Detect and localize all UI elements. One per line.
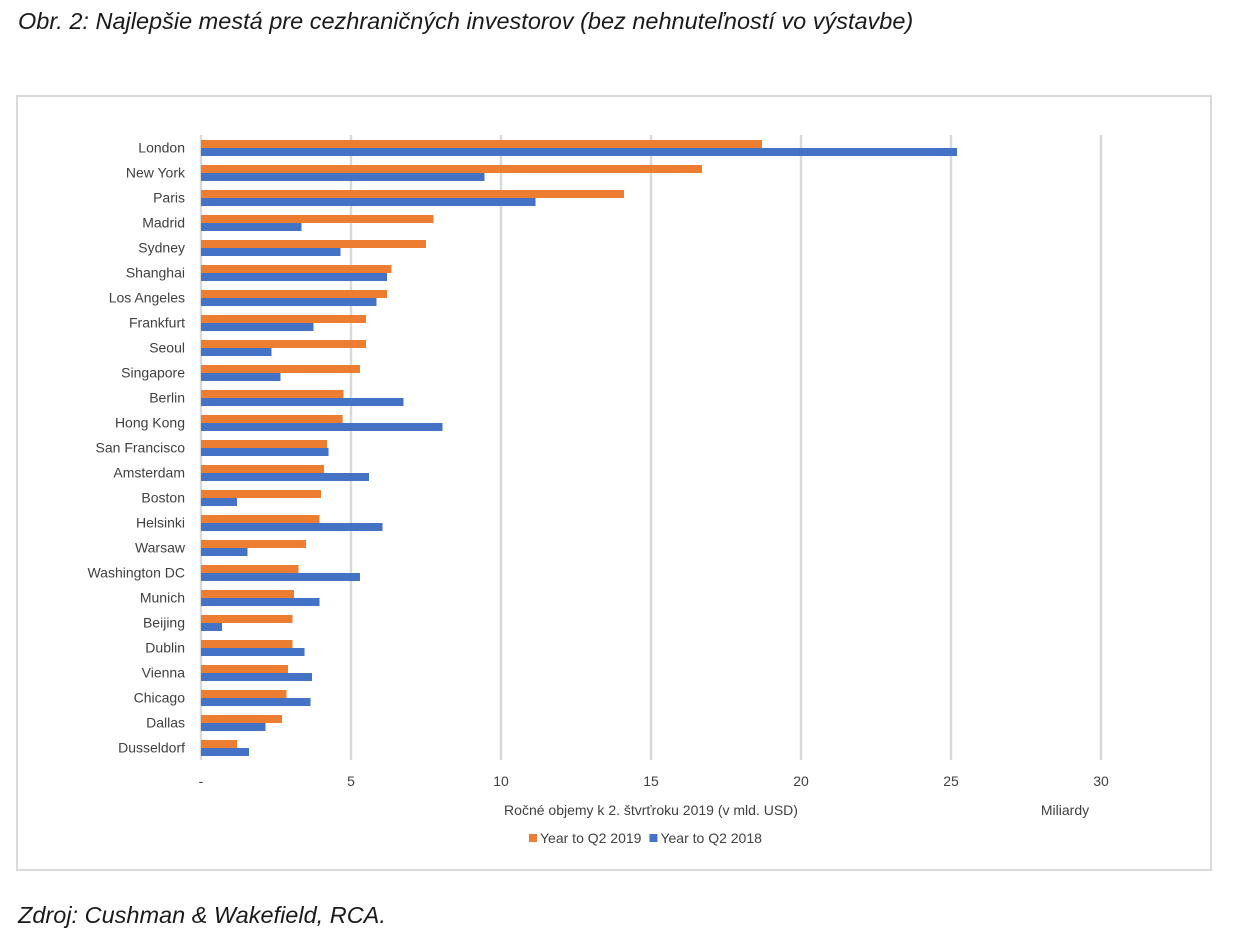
bar-year-to-q2-2019 xyxy=(201,140,762,148)
bars xyxy=(201,140,957,756)
bar-year-to-q2-2018 xyxy=(201,473,369,481)
bar-year-to-q2-2018 xyxy=(201,723,266,731)
bar-year-to-q2-2019 xyxy=(201,390,344,398)
bar-year-to-q2-2019 xyxy=(201,465,324,473)
category-label: Paris xyxy=(153,190,185,206)
bar-year-to-q2-2018 xyxy=(201,423,443,431)
bar-year-to-q2-2018 xyxy=(201,298,377,306)
category-label: Boston xyxy=(141,490,185,506)
bar-year-to-q2-2018 xyxy=(201,623,222,631)
category-label: Hong Kong xyxy=(115,415,185,431)
category-label: Washington DC xyxy=(87,565,185,581)
category-label: Amsterdam xyxy=(113,465,185,481)
bar-year-to-q2-2018 xyxy=(201,373,281,381)
bar-year-to-q2-2019 xyxy=(201,640,293,648)
x-tick-label: - xyxy=(199,773,204,789)
bar-year-to-q2-2019 xyxy=(201,165,702,173)
bar-year-to-q2-2019 xyxy=(201,240,426,248)
category-label: Vienna xyxy=(142,665,186,681)
bar-year-to-q2-2019 xyxy=(201,490,321,498)
bar-year-to-q2-2018 xyxy=(201,523,383,531)
bar-year-to-q2-2018 xyxy=(201,448,329,456)
bar-year-to-q2-2019 xyxy=(201,515,320,523)
bar-year-to-q2-2019 xyxy=(201,690,287,698)
legend-label: Year to Q2 2018 xyxy=(660,830,762,846)
bar-year-to-q2-2018 xyxy=(201,198,536,206)
bar-year-to-q2-2019 xyxy=(201,190,624,198)
source-note: Zdroj: Cushman & Wakefield, RCA. xyxy=(18,902,386,928)
bar-year-to-q2-2018 xyxy=(201,348,272,356)
bar-year-to-q2-2019 xyxy=(201,715,282,723)
bar-year-to-q2-2019 xyxy=(201,365,360,373)
bar-year-to-q2-2018 xyxy=(201,648,305,656)
bar-year-to-q2-2018 xyxy=(201,248,341,256)
category-label: Beijing xyxy=(143,615,185,631)
x-axis-label: Ročné objemy k 2. štvrťroku 2019 (v mld.… xyxy=(504,802,798,818)
chart-frame: London New York Paris Madrid Sydney Shanghai L… xyxy=(16,95,1212,871)
bar-year-to-q2-2019 xyxy=(201,315,366,323)
bar-year-to-q2-2018 xyxy=(201,548,248,556)
bar-year-to-q2-2019 xyxy=(201,440,327,448)
category-label: Sydney xyxy=(138,240,185,256)
category-label: Shanghai xyxy=(126,265,185,281)
x-tick-label: 30 xyxy=(1093,773,1109,789)
bar-year-to-q2-2019 xyxy=(201,540,306,548)
x-tick-label: 20 xyxy=(793,773,809,789)
category-label: Dusseldorf xyxy=(118,740,185,756)
category-label: London xyxy=(138,140,185,156)
category-label: Berlin xyxy=(149,390,185,406)
bar-year-to-q2-2018 xyxy=(201,273,387,281)
category-label: Helsinki xyxy=(136,515,185,531)
bar-year-to-q2-2018 xyxy=(201,173,485,181)
bar-year-to-q2-2018 xyxy=(201,498,237,506)
bar-year-to-q2-2018 xyxy=(201,748,249,756)
category-label: Frankfurt xyxy=(129,315,185,331)
bar-year-to-q2-2019 xyxy=(201,340,366,348)
bar-year-to-q2-2018 xyxy=(201,223,302,231)
bar-chart: London New York Paris Madrid Sydney Shanghai L… xyxy=(87,135,1109,846)
category-label: Chicago xyxy=(134,690,186,706)
category-label: Seoul xyxy=(149,340,185,356)
category-label: Madrid xyxy=(142,215,185,231)
figure-title: Obr. 2: Najlepšie mestá pre cezhraničnýc… xyxy=(18,8,914,34)
gridlines xyxy=(199,135,1103,760)
category-label: Dublin xyxy=(145,640,185,656)
bar-year-to-q2-2018 xyxy=(201,598,320,606)
legend-label: Year to Q2 2019 xyxy=(540,830,642,846)
category-label: New York xyxy=(126,165,186,181)
category-label: Singapore xyxy=(121,365,185,381)
bar-year-to-q2-2019 xyxy=(201,740,237,748)
bar-year-to-q2-2018 xyxy=(201,673,312,681)
category-label: San Francisco xyxy=(96,440,186,456)
x-tick-label: 5 xyxy=(347,773,355,789)
category-label: Munich xyxy=(140,590,185,606)
bar-year-to-q2-2019 xyxy=(201,265,392,273)
legend: Year to Q2 2019 Year to Q2 2018 xyxy=(529,830,762,846)
category-label: Los Angeles xyxy=(109,290,185,306)
x-tick-label: 10 xyxy=(493,773,509,789)
bar-year-to-q2-2019 xyxy=(201,590,294,598)
x-tick-label: 25 xyxy=(943,773,959,789)
bar-year-to-q2-2018 xyxy=(201,148,957,156)
bar-year-to-q2-2018 xyxy=(201,398,404,406)
category-label: Warsaw xyxy=(135,540,186,556)
bar-year-to-q2-2019 xyxy=(201,215,434,223)
x-tick-labels: - 5 10 15 20 25 30 xyxy=(199,773,1109,789)
category-label: Dallas xyxy=(146,715,185,731)
bar-year-to-q2-2018 xyxy=(201,698,311,706)
bar-year-to-q2-2019 xyxy=(201,565,299,573)
bar-year-to-q2-2018 xyxy=(201,573,360,581)
bar-year-to-q2-2019 xyxy=(201,415,343,423)
bar-year-to-q2-2019 xyxy=(201,665,288,673)
legend-swatch xyxy=(649,834,658,842)
category-labels: London New York Paris Madrid Sydney Shanghai L… xyxy=(87,140,186,756)
unit-label: Miliardy xyxy=(1041,802,1089,818)
bar-year-to-q2-2018 xyxy=(201,323,314,331)
x-tick-label: 15 xyxy=(643,773,659,789)
bar-year-to-q2-2019 xyxy=(201,615,293,623)
bar-year-to-q2-2019 xyxy=(201,290,387,298)
legend-swatch xyxy=(529,834,537,842)
